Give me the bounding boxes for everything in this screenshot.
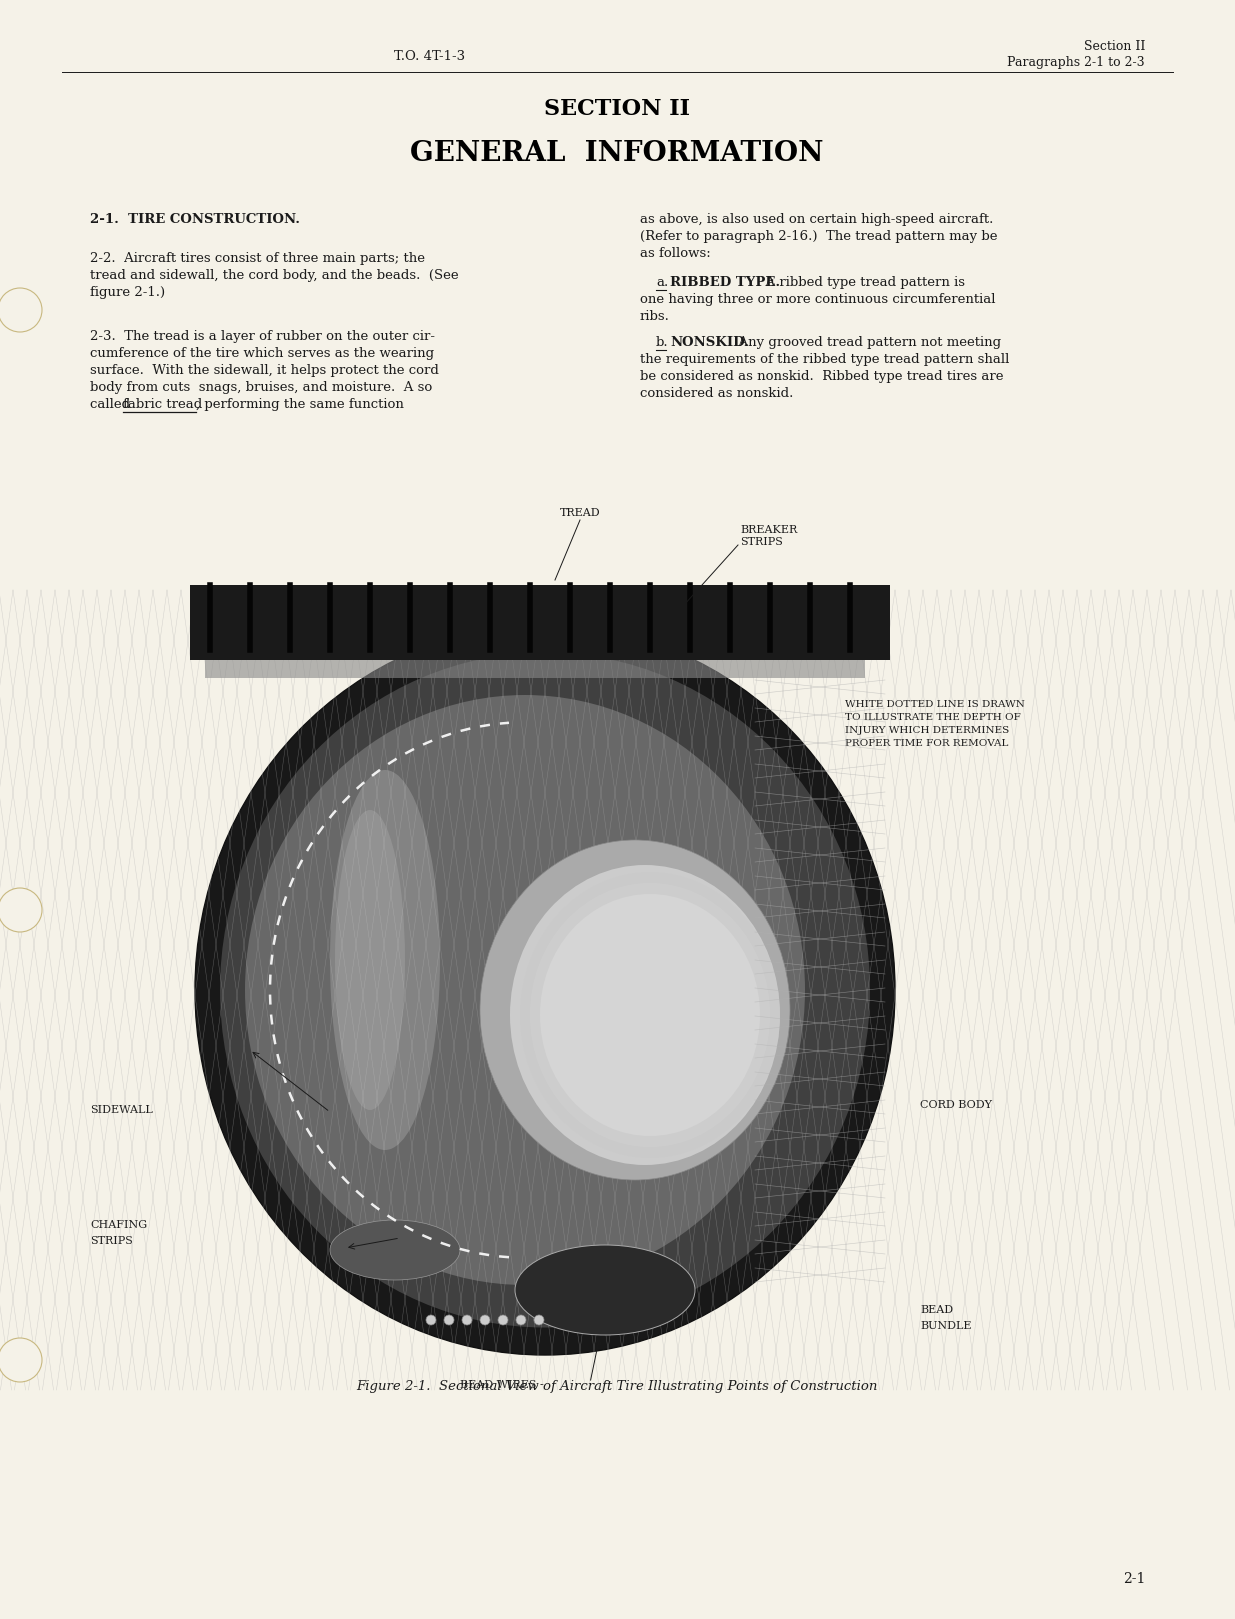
Text: considered as nonskid.: considered as nonskid.	[640, 387, 793, 400]
Text: a.: a.	[656, 275, 668, 290]
Text: T.O. 4T-1-3: T.O. 4T-1-3	[394, 50, 466, 63]
Text: figure 2-1.): figure 2-1.)	[90, 287, 165, 300]
Text: Any grooved tread pattern not meeting: Any grooved tread pattern not meeting	[730, 337, 1002, 350]
Ellipse shape	[195, 625, 895, 1355]
Ellipse shape	[530, 882, 769, 1146]
Text: RIBBED TYPE.: RIBBED TYPE.	[671, 275, 781, 290]
Bar	[205, 661, 864, 678]
Text: A ribbed type tread pattern is: A ribbed type tread pattern is	[757, 275, 965, 290]
Text: tread and sidewall, the cord body, and the beads.  (See: tread and sidewall, the cord body, and t…	[90, 269, 458, 282]
Text: (Refer to paragraph 2-16.)  The tread pattern may be: (Refer to paragraph 2-16.) The tread pat…	[640, 230, 998, 243]
Circle shape	[516, 1315, 526, 1324]
Ellipse shape	[335, 810, 405, 1111]
Ellipse shape	[480, 840, 790, 1180]
Text: Section II: Section II	[1083, 40, 1145, 53]
Text: , performing the same function: , performing the same function	[196, 398, 404, 411]
Text: CORD BODY: CORD BODY	[920, 1099, 992, 1111]
Text: CHAFING: CHAFING	[90, 1221, 147, 1230]
Ellipse shape	[220, 652, 869, 1328]
Circle shape	[480, 1315, 490, 1324]
Text: as follows:: as follows:	[640, 248, 711, 261]
Text: WHITE DOTTED LINE IS DRAWN: WHITE DOTTED LINE IS DRAWN	[845, 699, 1025, 709]
Ellipse shape	[510, 865, 781, 1166]
Text: surface.  With the sidewall, it helps protect the cord: surface. With the sidewall, it helps pro…	[90, 364, 438, 377]
Text: SECTION II: SECTION II	[543, 99, 690, 120]
Text: GENERAL  INFORMATION: GENERAL INFORMATION	[410, 139, 824, 167]
Text: 2-3.  The tread is a layer of rubber on the outer cir-: 2-3. The tread is a layer of rubber on t…	[90, 330, 435, 343]
Text: the requirements of the ribbed type tread pattern shall: the requirements of the ribbed type trea…	[640, 353, 1009, 366]
Text: 2-1.  TIRE CONSTRUCTION.: 2-1. TIRE CONSTRUCTION.	[90, 214, 300, 227]
Text: BUNDLE: BUNDLE	[920, 1321, 972, 1331]
Ellipse shape	[330, 1221, 459, 1281]
Text: STRIPS: STRIPS	[740, 538, 783, 547]
Text: Figure 2-1.  Sectional View of Aircraft Tire Illustrating Points of Construction: Figure 2-1. Sectional View of Aircraft T…	[357, 1379, 878, 1392]
Text: Paragraphs 2-1 to 2-3: Paragraphs 2-1 to 2-3	[1008, 57, 1145, 70]
Ellipse shape	[245, 695, 805, 1285]
Circle shape	[0, 887, 42, 933]
Text: SIDEWALL: SIDEWALL	[90, 1106, 153, 1115]
Text: INJURY WHICH DETERMINES: INJURY WHICH DETERMINES	[845, 725, 1009, 735]
Text: PROPER TIME FOR REMOVAL: PROPER TIME FOR REMOVAL	[845, 738, 1008, 748]
Circle shape	[462, 1315, 472, 1324]
Ellipse shape	[330, 771, 440, 1149]
Text: one having three or more continuous circumferential: one having three or more continuous circ…	[640, 293, 995, 306]
Circle shape	[0, 1337, 42, 1383]
Ellipse shape	[520, 873, 781, 1158]
Text: BEAD WIRES -: BEAD WIRES -	[459, 1379, 543, 1391]
Text: TREAD: TREAD	[559, 508, 600, 518]
Text: be considered as nonskid.  Ribbed type tread tires are: be considered as nonskid. Ribbed type tr…	[640, 371, 1004, 384]
Text: fabric tread: fabric tread	[124, 398, 203, 411]
Text: STRIPS: STRIPS	[90, 1235, 133, 1247]
Text: as above, is also used on certain high-speed aircraft.: as above, is also used on certain high-s…	[640, 214, 993, 227]
Text: BREAKER: BREAKER	[740, 525, 798, 534]
Circle shape	[0, 288, 42, 332]
Text: cumference of the tire which serves as the wearing: cumference of the tire which serves as t…	[90, 346, 435, 359]
Text: 2-1: 2-1	[1123, 1572, 1145, 1587]
Circle shape	[426, 1315, 436, 1324]
Circle shape	[534, 1315, 543, 1324]
Text: called: called	[90, 398, 135, 411]
Text: body from cuts  snags, bruises, and moisture.  A so: body from cuts snags, bruises, and moist…	[90, 380, 432, 393]
Text: NONSKID.: NONSKID.	[671, 337, 748, 350]
Circle shape	[498, 1315, 508, 1324]
Bar	[190, 584, 890, 661]
Text: ribs.: ribs.	[640, 309, 669, 324]
Circle shape	[445, 1315, 454, 1324]
Ellipse shape	[540, 894, 760, 1137]
Text: TO ILLUSTRATE THE DEPTH OF: TO ILLUSTRATE THE DEPTH OF	[845, 712, 1021, 722]
Text: 2-2.  Aircraft tires consist of three main parts; the: 2-2. Aircraft tires consist of three mai…	[90, 253, 425, 266]
Text: b.: b.	[656, 337, 668, 350]
Text: BEAD: BEAD	[920, 1305, 953, 1315]
Ellipse shape	[515, 1245, 695, 1336]
